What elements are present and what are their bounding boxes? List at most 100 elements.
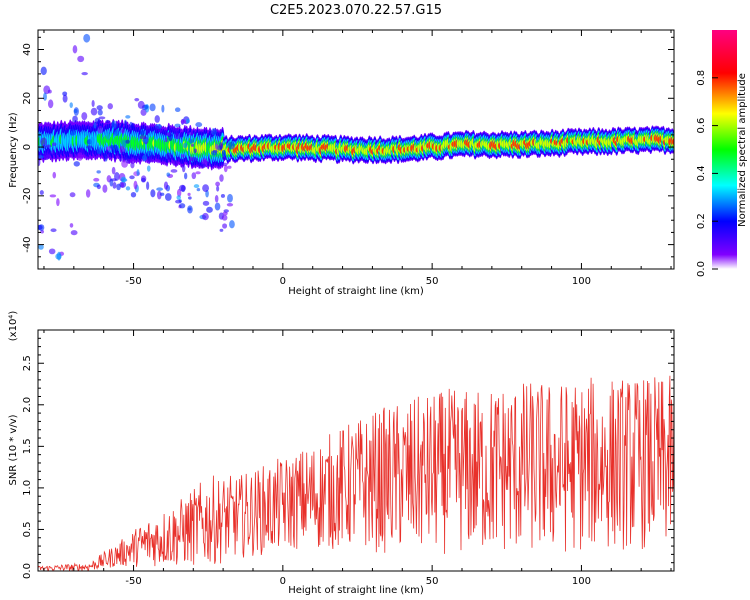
snr-y-label: SNR (10 * v/v) bbox=[8, 414, 19, 485]
spectrogram-speckle bbox=[223, 209, 229, 213]
spectrogram-speckle bbox=[130, 157, 135, 165]
y-tick-label: 0.5 bbox=[22, 521, 33, 537]
spectrogram-speckle bbox=[173, 127, 179, 135]
spectrogram-speckle bbox=[111, 166, 116, 175]
spectrogram-speckle bbox=[83, 33, 91, 43]
spectrogram-speckle bbox=[125, 186, 131, 191]
snr-frame bbox=[37, 329, 675, 572]
snr-x-label: Height of straight line (km) bbox=[288, 585, 424, 596]
spectrogram-speckle bbox=[211, 150, 218, 156]
spectrogram-speckle bbox=[219, 174, 224, 182]
spectrogram-speckle bbox=[202, 200, 210, 206]
spectrogram-speckle bbox=[52, 142, 57, 146]
spectrogram-speckle bbox=[154, 115, 160, 123]
y-tick-label: -20 bbox=[22, 188, 33, 204]
spectrogram-speckle bbox=[93, 121, 97, 129]
spectrogram-x-ticks: -50 0 50 100 bbox=[43, 30, 672, 287]
spectrogram-speckle bbox=[134, 97, 140, 102]
spectrogram-speckle bbox=[187, 205, 193, 214]
spectrogram-speckle bbox=[174, 132, 181, 140]
spectrogram-speckle bbox=[86, 145, 92, 149]
spectrogram-speckle bbox=[180, 119, 187, 124]
spectrogram-speckle bbox=[221, 149, 226, 157]
spectrogram-speckle bbox=[223, 165, 228, 173]
spectrogram-speckle bbox=[191, 172, 197, 180]
spectrogram-speckle bbox=[166, 132, 171, 137]
colorbar-gradient bbox=[712, 30, 737, 269]
spectrogram-speckle bbox=[93, 177, 100, 182]
spectrogram-speckle bbox=[96, 105, 103, 111]
snr-y-ticks: 0.0 0.5 1.0 1.5 2.0 2.5 bbox=[22, 337, 674, 579]
spectrogram-speckle bbox=[125, 139, 130, 144]
spectrogram-speckle bbox=[214, 194, 219, 203]
spectrogram-speckle bbox=[215, 181, 221, 187]
spectrogram-speckle bbox=[97, 125, 103, 134]
spectrogram-speckle bbox=[123, 119, 127, 127]
y-tick-label: 1.5 bbox=[22, 438, 33, 454]
x-tick-label: 0 bbox=[280, 576, 286, 587]
spectrogram-speckle bbox=[176, 195, 181, 200]
spectrogram-speckle bbox=[189, 156, 193, 162]
spectrogram-frame bbox=[37, 29, 675, 270]
spectrogram-speckle bbox=[159, 192, 165, 196]
spectrogram-speckle bbox=[121, 139, 127, 148]
spectrogram-speckle bbox=[47, 89, 52, 94]
spectrogram-speckle bbox=[140, 129, 145, 136]
spectrogram-speckle bbox=[188, 196, 192, 200]
spectrogram-speckle bbox=[120, 176, 127, 183]
spectrogram-speckle bbox=[50, 228, 57, 233]
spectrogram-speckle bbox=[97, 109, 103, 116]
x-tick-label: 50 bbox=[426, 276, 439, 287]
y-tick-label: 0 bbox=[22, 144, 33, 150]
spectrogram-speckle bbox=[120, 182, 125, 188]
spectrogram-speckle bbox=[142, 154, 147, 162]
spectrogram-speckle bbox=[96, 184, 101, 190]
spectrogram-speckle bbox=[43, 92, 47, 101]
spectrogram-speckle bbox=[116, 183, 121, 191]
spectrogram-speckle bbox=[40, 66, 47, 76]
spectrogram-speckle bbox=[72, 45, 78, 54]
spectrogram-speckle bbox=[195, 122, 203, 128]
spectrogram-speckle bbox=[221, 156, 227, 161]
spectrogram-speckle bbox=[226, 203, 234, 207]
spectrogram-speckle bbox=[220, 193, 225, 198]
spectrogram-speckle bbox=[201, 163, 207, 169]
y-tick-label: 20 bbox=[22, 92, 33, 105]
spectrogram-speckle bbox=[166, 172, 171, 177]
spectrogram-speckle bbox=[85, 189, 91, 198]
spectrogram-speckle bbox=[130, 191, 137, 198]
y-tick-label: 2.0 bbox=[22, 397, 33, 413]
spectrogram-speckle bbox=[130, 122, 135, 129]
spectrogram-speckle bbox=[38, 224, 43, 230]
spectrogram-speckle bbox=[137, 100, 145, 109]
spectrogram-y-label: Frequency (Hz) bbox=[8, 112, 19, 188]
spectrogram-speckle bbox=[42, 152, 50, 161]
spectrogram-speckle bbox=[38, 155, 44, 159]
spectrogram-speckle bbox=[206, 206, 213, 213]
spectrogram-speckle bbox=[50, 150, 55, 155]
spectrogram-speckle bbox=[147, 157, 153, 163]
spectrogram-speckle bbox=[187, 192, 191, 196]
spectrogram-speckle bbox=[98, 116, 106, 120]
spectrogram-speckle bbox=[196, 188, 201, 192]
chart-title: C2E5.2023.070.22.57.G15 bbox=[270, 3, 442, 18]
colorbar-tick-label: 0.2 bbox=[696, 213, 707, 229]
snr-x-ticks: -50 0 50 100 bbox=[43, 330, 672, 587]
spectrogram-speckle bbox=[202, 184, 210, 192]
spectrogram-speckle bbox=[105, 131, 110, 140]
spectrogram-speckle bbox=[156, 187, 164, 191]
spectrogram-speckle bbox=[146, 181, 150, 191]
y-tick-label: 40 bbox=[22, 43, 33, 56]
spectrogram-speckle bbox=[109, 144, 114, 149]
spectrogram-speckle bbox=[170, 169, 178, 173]
colorbar-tick-label: 0.0 bbox=[696, 261, 707, 277]
spectrogram-speckle bbox=[120, 128, 125, 134]
x-tick-label: 50 bbox=[426, 576, 439, 587]
spectrogram-speckle bbox=[77, 55, 85, 63]
spectrogram-speckle bbox=[154, 125, 160, 131]
spectrogram-speckle bbox=[186, 118, 190, 124]
spectrogram-y-ticks: -40 -20 0 20 40 bbox=[22, 36, 674, 270]
spectrogram-speckle bbox=[214, 202, 221, 211]
spectrogram-speckle bbox=[172, 160, 179, 166]
